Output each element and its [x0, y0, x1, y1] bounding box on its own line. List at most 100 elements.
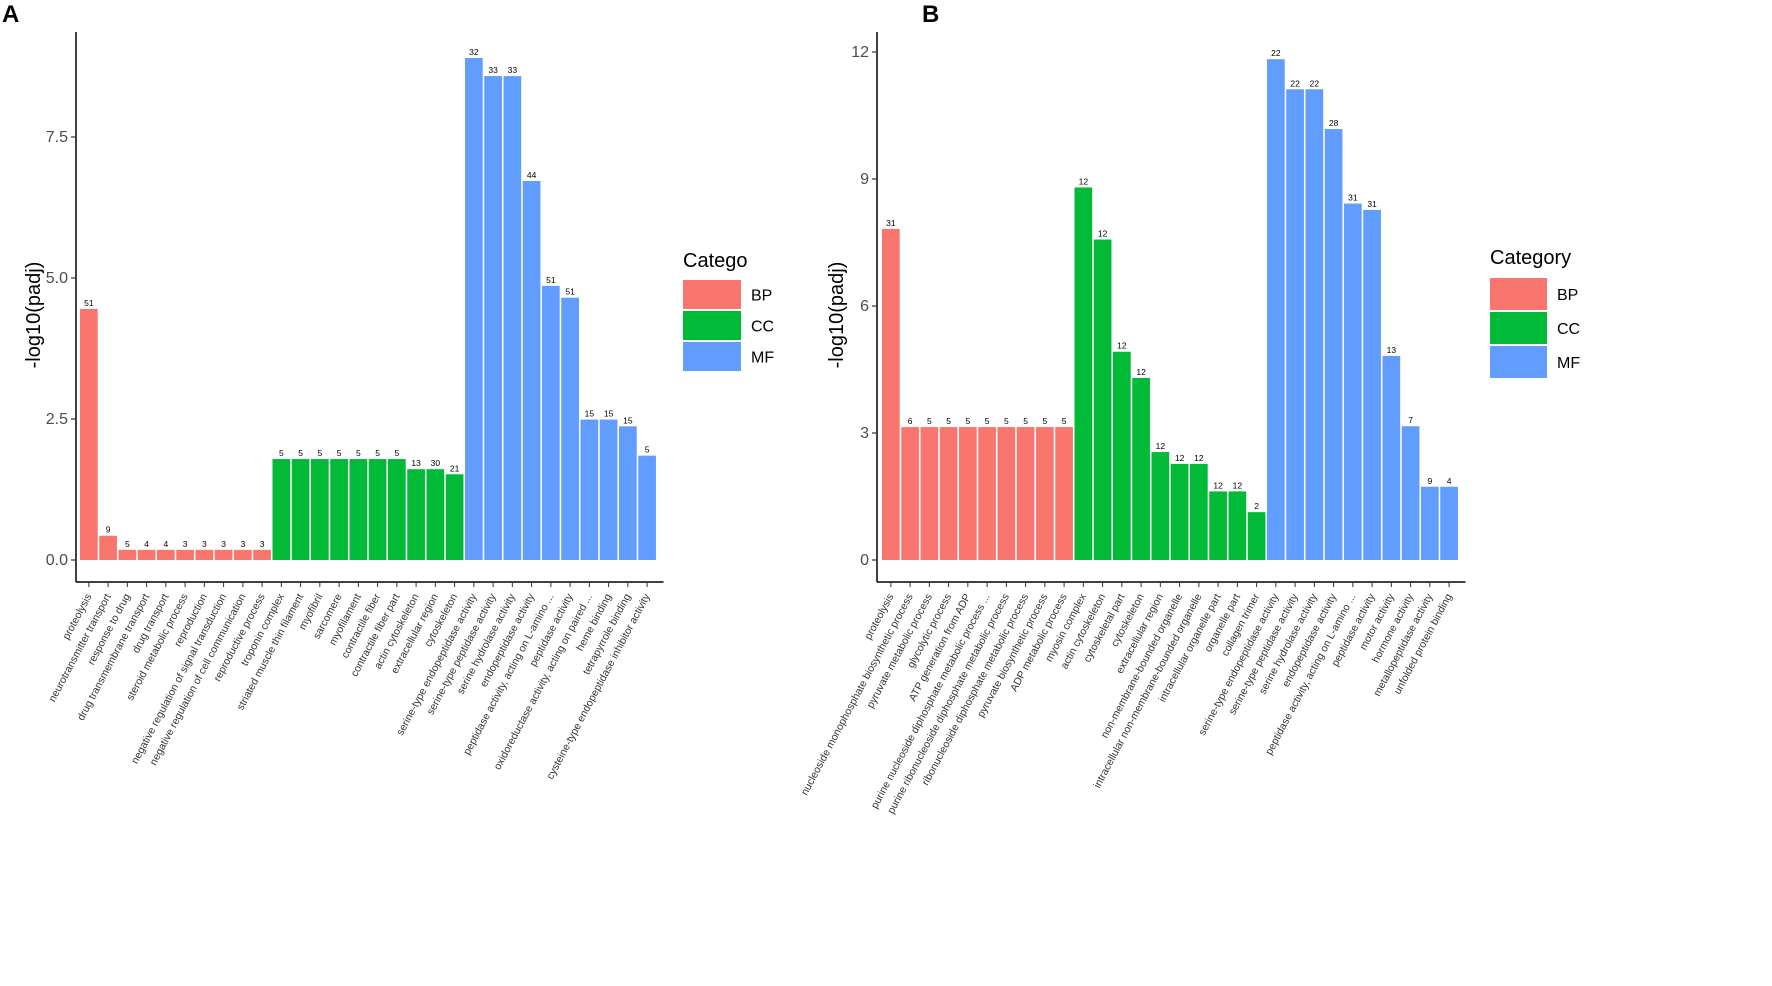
y-axis-title: -log10(padj): [826, 262, 848, 369]
bar-bp: [234, 549, 252, 560]
bar-mf: [1401, 426, 1420, 560]
bar-bp: [901, 427, 919, 560]
legend-label-bp: BP: [751, 288, 772, 305]
bar-count-label: 5: [946, 416, 951, 426]
bar-count-label: 28: [1329, 118, 1339, 128]
legend-swatch-cc: [1490, 312, 1547, 344]
bar-cc: [1170, 463, 1189, 560]
bar-mf: [465, 58, 483, 560]
bar-cc: [330, 459, 348, 560]
bar-count-label: 13: [411, 458, 421, 468]
bar-count-label: 15: [604, 409, 614, 419]
bar-count-label: 30: [431, 458, 441, 468]
bar-count-label: 21: [450, 463, 460, 473]
bar-mf: [638, 455, 656, 560]
bar-bp: [80, 309, 98, 560]
bar-mf: [619, 426, 637, 560]
bar-cc: [445, 474, 464, 560]
bar-bp: [1036, 427, 1054, 560]
legend-swatch-bp: [1490, 278, 1547, 310]
bar-count-label: 3: [260, 539, 265, 549]
bar-count-label: 5: [1004, 416, 1009, 426]
bar-bp: [137, 549, 156, 560]
bar-cc: [1151, 452, 1170, 560]
legend-label-cc: CC: [751, 319, 774, 336]
bar-count-label: 3: [202, 539, 207, 549]
bar-count-label: 31: [1367, 199, 1377, 209]
bar-count-label: 5: [298, 448, 303, 458]
legend-swatch-mf: [683, 342, 741, 371]
bar-mf: [1305, 89, 1324, 561]
legend-label-mf: MF: [751, 350, 774, 367]
bar-bp: [253, 549, 271, 560]
bar-count-label: 7: [1408, 415, 1413, 425]
bar-count-label: 3: [240, 539, 245, 549]
bar-count-label: 5: [394, 448, 399, 458]
bar-count-label: 12: [1156, 441, 1166, 451]
y-axis-title: -log10(padj): [23, 262, 45, 369]
bar-count-label: 5: [1042, 416, 1047, 426]
bar-count-label: 6: [908, 416, 913, 426]
panel-b-letter: B: [922, 1, 939, 28]
bar-cc: [1247, 512, 1266, 560]
bar-mf: [561, 297, 579, 560]
bar-cc: [349, 459, 368, 560]
legend-swatch-bp: [683, 280, 741, 309]
y-tick-label: 0.0: [46, 552, 68, 569]
y-tick-label: 7.5: [46, 129, 68, 146]
bar-count-label: 51: [84, 298, 94, 308]
bar-mf: [1324, 129, 1343, 560]
bar-count-label: 4: [1447, 476, 1452, 486]
legend-title: Catego: [683, 250, 748, 272]
y-tick-label: 3: [860, 425, 869, 442]
panel-a-letter: A: [2, 1, 19, 28]
bar-count-label: 5: [317, 448, 322, 458]
bar-count-label: 5: [645, 445, 650, 455]
y-tick-label: 0: [860, 552, 869, 569]
bar-count-label: 4: [163, 539, 168, 549]
bar-mf: [1421, 486, 1439, 560]
bar-mf: [1363, 209, 1381, 561]
bar-count-label: 33: [508, 65, 518, 75]
bar-count-label: 12: [1175, 453, 1185, 463]
bar-cc: [1093, 239, 1112, 560]
bar-count-label: 12: [1098, 229, 1108, 239]
y-tick-label: 12: [851, 44, 869, 61]
bar-count-label: 15: [623, 415, 633, 425]
bar-count-label: 12: [1079, 176, 1089, 186]
bar-bp: [959, 427, 977, 560]
bar-cc: [311, 459, 329, 560]
bar-count-label: 12: [1117, 341, 1127, 351]
bar-count-label: 51: [565, 287, 575, 297]
bar-bp: [99, 535, 117, 560]
bar-count-label: 5: [965, 416, 970, 426]
bar-bp: [1016, 427, 1035, 560]
bar-mf: [484, 76, 502, 560]
legend-swatch-cc: [683, 311, 741, 340]
bar-count-label: 2: [1254, 501, 1259, 511]
bar-bp: [118, 549, 137, 560]
y-tick-label: 5.0: [46, 270, 68, 287]
bar-bp: [978, 427, 996, 560]
bar-mf: [1440, 486, 1458, 560]
bar-bp: [920, 427, 939, 560]
bar-cc: [1074, 187, 1093, 560]
bar-count-label: 15: [585, 409, 595, 419]
bar-count-label: 5: [356, 448, 361, 458]
bar-bp: [176, 549, 194, 560]
bar-bp: [882, 228, 900, 560]
bar-count-label: 32: [469, 47, 479, 57]
bar-count-label: 3: [221, 539, 226, 549]
bar-count-label: 5: [1062, 416, 1067, 426]
bar-cc: [1132, 377, 1150, 560]
bar-bp: [939, 427, 958, 560]
bar-count-label: 12: [1136, 367, 1146, 377]
bar-count-label: 9: [1427, 476, 1432, 486]
legend-title: Category: [1490, 247, 1571, 269]
bar-cc: [407, 469, 425, 560]
bar-count-label: 44: [527, 170, 537, 180]
chart-panel-b: 036912-log10(padj)31proteolysis6nucleosi…: [799, 32, 1580, 816]
bar-count-label: 31: [1348, 193, 1358, 203]
bar-count-label: 5: [1023, 416, 1028, 426]
